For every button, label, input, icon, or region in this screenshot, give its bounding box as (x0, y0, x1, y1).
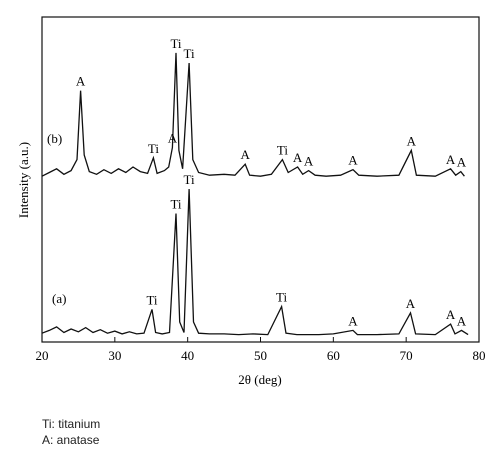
x-tick-label: 60 (327, 348, 340, 363)
peak-label: A (406, 296, 416, 311)
x-tick-label: 20 (36, 348, 49, 363)
x-tick-label: 80 (473, 348, 486, 363)
legend-anatase: A: anatase (42, 433, 100, 447)
peak-label: Ti (184, 46, 195, 61)
x-tick-label: 50 (254, 348, 267, 363)
peak-label: Ti (184, 172, 195, 187)
peak-label: A (76, 74, 86, 89)
series-line-b (41, 52, 465, 177)
series-label-b: (b) (47, 131, 62, 146)
x-tick-label: 40 (181, 348, 194, 363)
peak-label: A (168, 131, 178, 146)
x-axis-ticks: 20 30 40 50 60 70 80 (36, 337, 486, 363)
x-axis-label: 2θ (deg) (238, 372, 281, 387)
peak-label: A (407, 133, 417, 148)
x-tick-label: 30 (108, 348, 121, 363)
peak-label: A (446, 152, 456, 167)
peak-label: A (304, 154, 314, 169)
peak-label: A (293, 150, 303, 165)
peak-label: Ti (170, 36, 181, 51)
peak-label: A (241, 147, 251, 162)
series-layer: (b) (a) (41, 52, 469, 336)
y-axis-label: Intensity (a.u.) (16, 142, 31, 218)
peak-label: A (348, 313, 358, 328)
x-tick-label: 70 (400, 348, 413, 363)
legend-titanium: Ti: titanium (42, 417, 101, 431)
peak-label: A (446, 307, 456, 322)
peak-label: A (348, 153, 358, 168)
peak-label: Ti (276, 290, 287, 305)
series-line-a (41, 188, 469, 336)
peak-label: A (457, 155, 467, 170)
peak-label: Ti (277, 143, 288, 158)
peak-label: Ti (146, 292, 157, 307)
peak-label: Ti (148, 141, 159, 156)
series-label-a: (a) (52, 291, 66, 306)
peak-label: Ti (170, 197, 181, 212)
peak-label: A (457, 313, 467, 328)
plot-frame (41, 16, 480, 343)
